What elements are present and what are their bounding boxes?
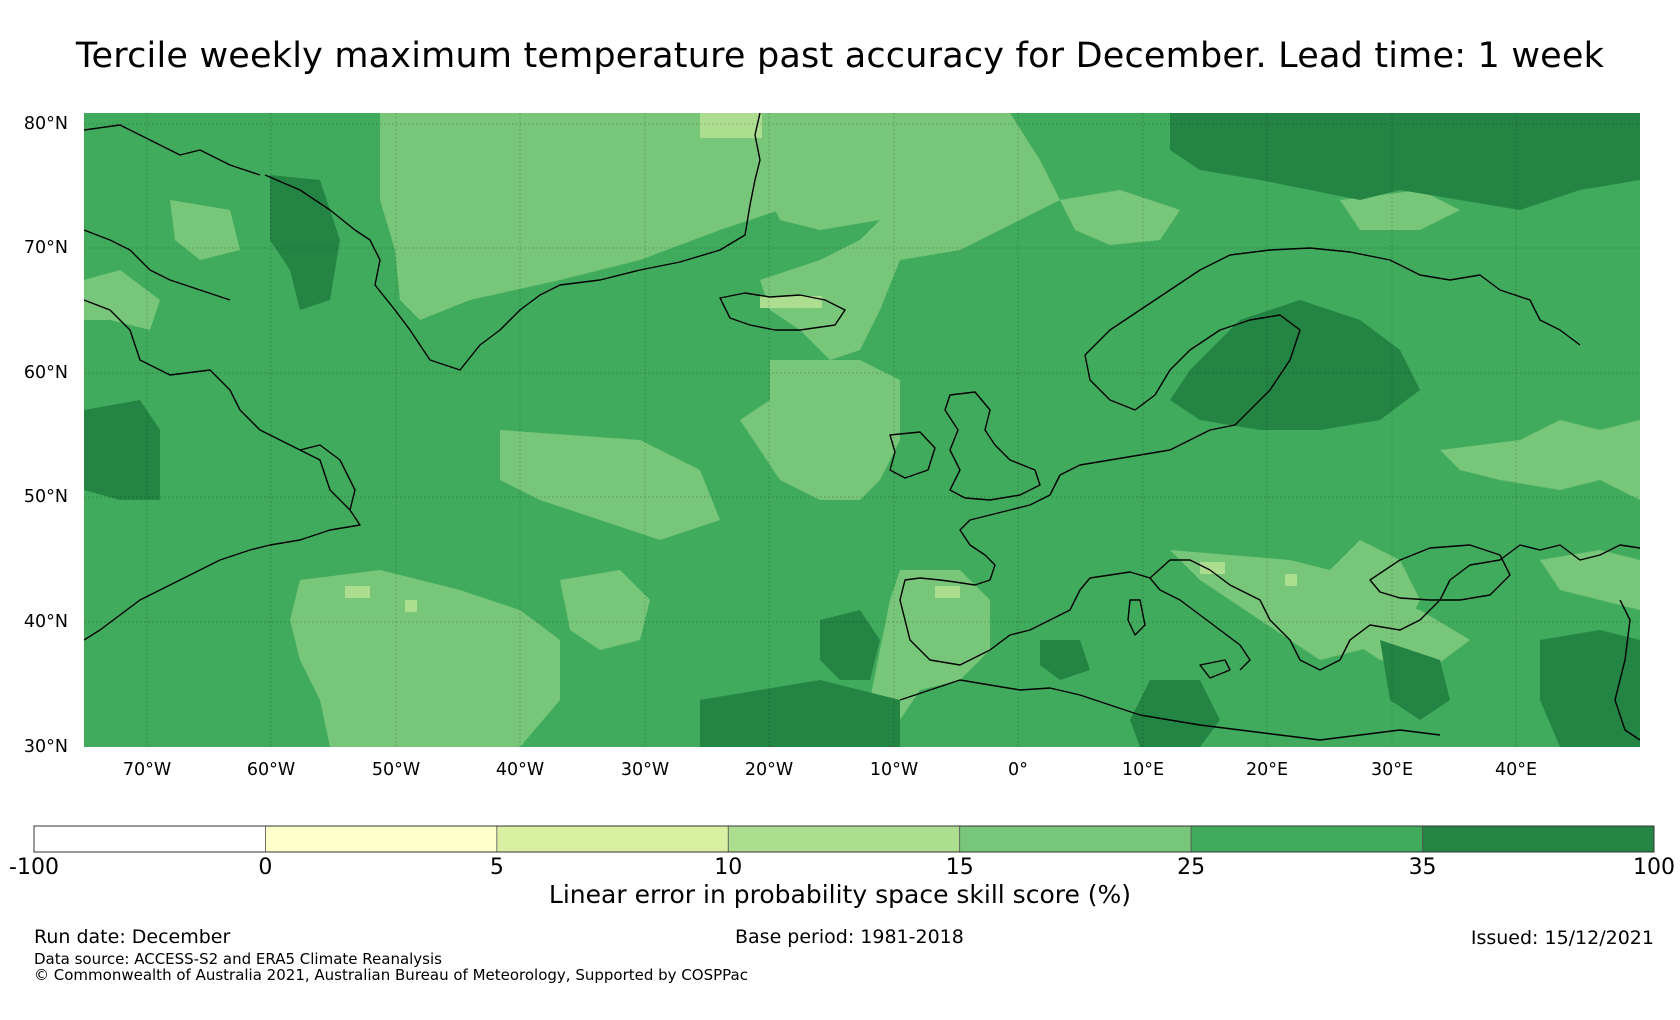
lon-label-40w: 40°W	[495, 760, 545, 780]
colorbar-frame	[33, 825, 1655, 853]
lat-label-60: 60°N	[23, 363, 68, 383]
colorbar-tick-label: 100	[1633, 855, 1675, 880]
skill-field-10-15	[345, 113, 1297, 612]
skill-field-base	[84, 113, 1640, 747]
lon-label-30e: 30°E	[1370, 760, 1414, 780]
lat-label-70: 70°N	[23, 238, 68, 258]
map-title: Tercile weekly maximum temperature past …	[75, 36, 1605, 76]
colorbar-segment	[265, 825, 498, 853]
colorbar-segment	[959, 825, 1192, 853]
lon-label-30w: 30°W	[620, 760, 670, 780]
coastlines	[84, 113, 1640, 741]
lon-label-20w: 20°W	[744, 760, 794, 780]
issued-date: Issued: 15/12/2021	[1470, 927, 1654, 949]
graticule	[84, 113, 1640, 747]
colorbar-segment	[496, 825, 729, 853]
colorbar-label: Linear error in probability space skill …	[548, 880, 1132, 909]
colorbar-tick-label: 5	[489, 855, 504, 880]
lon-label-10e: 10°E	[1121, 760, 1165, 780]
lon-label-10w: 10°W	[869, 760, 919, 780]
colorbar-tick-label: 0	[258, 855, 273, 880]
lon-label-40e: 40°E	[1494, 760, 1538, 780]
lat-label-50: 50°N	[23, 487, 68, 507]
run-date: Run date: December	[34, 926, 231, 948]
lat-label-30: 30°N	[23, 737, 68, 757]
colorbar-tick-label: -100	[9, 855, 59, 880]
lat-label-80: 80°N	[23, 114, 68, 134]
lon-label-50w: 50°W	[371, 760, 421, 780]
colorbar-segment	[1422, 825, 1655, 853]
lat-label-40: 40°N	[23, 612, 68, 632]
lon-label-0: 0°	[1008, 760, 1028, 780]
skill-field-15-25	[84, 113, 1640, 747]
colorbar-segment	[727, 825, 961, 853]
colorbar-segment	[33, 825, 266, 853]
lon-label-60w: 60°W	[246, 760, 296, 780]
data-source: Data source: ACCESS-S2 and ERA5 Climate …	[34, 950, 442, 968]
colorbar-tick-label: 15	[945, 855, 974, 880]
lon-label-70w: 70°W	[122, 760, 172, 780]
colorbar-tick-label: 35	[1408, 855, 1437, 880]
colorbar-tick-label: 10	[714, 855, 743, 880]
colorbar-segment	[1190, 825, 1423, 853]
skill-field-35-100	[84, 113, 1640, 747]
colorbar-tick-label: 25	[1177, 855, 1206, 880]
lon-label-20e: 20°E	[1245, 760, 1289, 780]
copyright: © Commonwealth of Australia 2021, Austra…	[34, 966, 748, 984]
base-period: Base period: 1981-2018	[735, 926, 964, 948]
